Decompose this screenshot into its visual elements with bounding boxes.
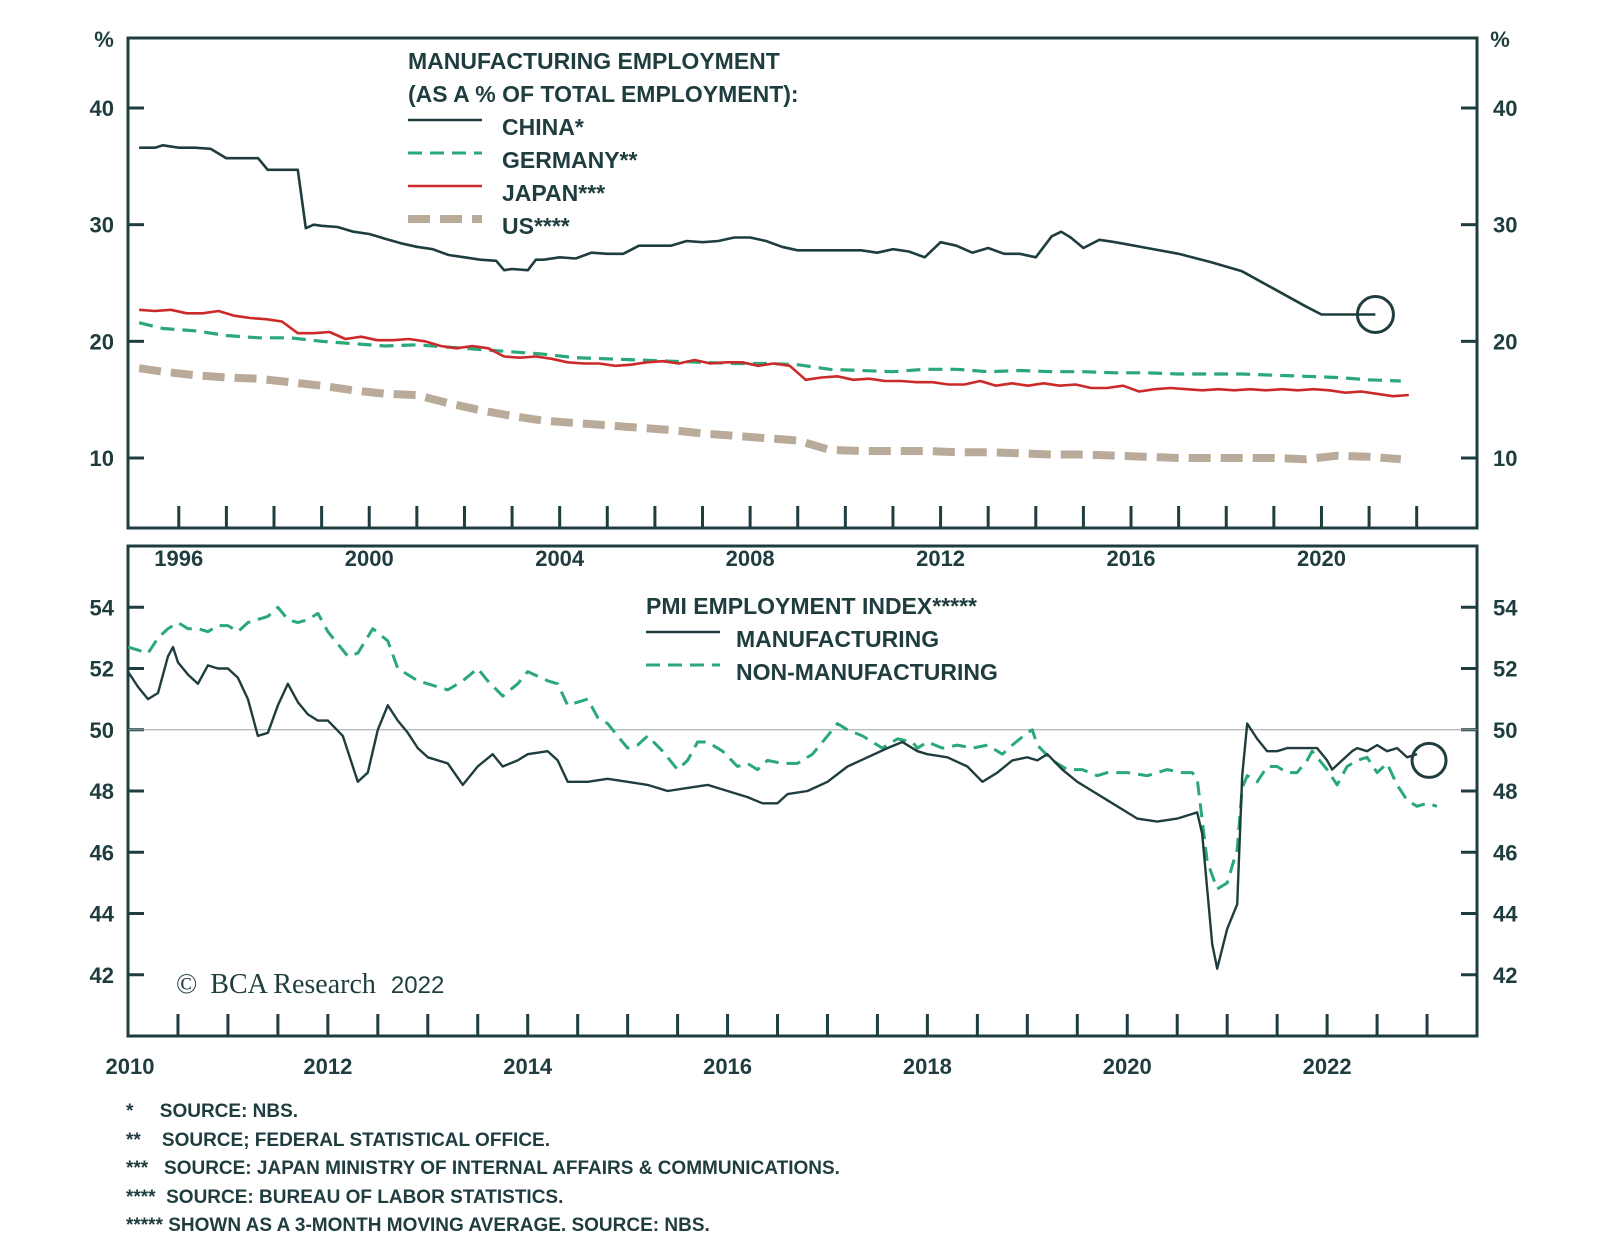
top-series-lines [138, 144, 1409, 464]
copyright-year: 2022 [391, 972, 444, 999]
bottom-x-tick-label: 2022 [1303, 1054, 1352, 1079]
bottom-y-tick-label-right: 52 [1493, 657, 1517, 682]
top-chart-title: MANUFACTURING EMPLOYMENT [408, 48, 780, 74]
bottom-y-tick-label-right: 44 [1493, 902, 1518, 927]
footnote-1: * SOURCE: NBS. [126, 1101, 299, 1122]
bottom-y-tick-label-left: 52 [90, 657, 114, 682]
top-left-unit-label: % [94, 27, 114, 52]
legend-label-us: US**** [502, 213, 570, 239]
legend-label-manufacturing: MANUFACTURING [736, 626, 939, 652]
bottom-axis-ticks: 42 42 44 44 46 46 48 48 50 50 52 52 54 54 2010 2012 2014… [90, 595, 1519, 1079]
bottom-y-tick-label-left: 48 [90, 779, 114, 804]
footnote-3: *** SOURCE: JAPAN MINISTRY OF INTERNAL A… [126, 1158, 840, 1179]
bottom-x-tick-label: 2018 [903, 1054, 952, 1079]
series-line-manufacturing [126, 645, 1418, 970]
footnote-5: ***** SHOWN AS A 3-MONTH MOVING AVERAGE.… [126, 1215, 710, 1236]
top-x-tick-label: 2012 [916, 546, 965, 571]
bottom-y-tick-label-right: 42 [1493, 963, 1517, 988]
top-x-tick-label: 1996 [154, 546, 203, 571]
top-x-tick-label: 2004 [535, 546, 585, 571]
top-x-tick-label: 2000 [345, 546, 394, 571]
bottom-y-tick-label-right: 48 [1493, 779, 1517, 804]
bottom-y-tick-label-right: 50 [1493, 718, 1517, 743]
legend-label-non-manufacturing: NON-MANUFACTURING [736, 659, 998, 685]
top-x-tick-label: 2016 [1107, 546, 1156, 571]
bottom-x-tick-label: 2014 [503, 1054, 553, 1079]
top-y-tick-label-left: 10 [90, 446, 114, 471]
bottom-y-tick-label-left: 44 [90, 902, 115, 927]
bottom-x-tick-label: 2012 [303, 1054, 352, 1079]
footnote-2: ** SOURCE; FEDERAL STATISTICAL OFFICE. [126, 1129, 551, 1151]
top-y-tick-label-right: 40 [1493, 96, 1517, 121]
bottom-y-tick-label-right: 46 [1493, 840, 1517, 865]
bottom-legend: PMI EMPLOYMENT INDEX***** MANUFACTURING … [646, 593, 998, 685]
bottom-series-lines [126, 605, 1448, 970]
copyright-symbol: © [176, 969, 197, 1000]
bottom-y-tick-label-left: 54 [90, 595, 115, 620]
footnotes: * SOURCE: NBS. ** SOURCE; FEDERAL STATIS… [126, 1098, 840, 1241]
series-line-china [139, 144, 1376, 316]
copyright-notice: © BCA Research 2022 [176, 969, 444, 1000]
legend-label-japan: JAPAN*** [502, 180, 605, 206]
bottom-y-tick-label-right: 54 [1493, 595, 1518, 620]
top-y-tick-label-right: 30 [1493, 213, 1517, 238]
top-y-tick-label-left: 40 [90, 96, 114, 121]
top-right-unit-label: % [1490, 27, 1510, 52]
legend-label-germany: GERMANY** [502, 147, 638, 173]
top-x-tick-label: 2008 [726, 546, 775, 571]
series-line-japan [139, 308, 1409, 398]
top-y-tick-label-left: 30 [90, 213, 114, 238]
bottom-chart-title: PMI EMPLOYMENT INDEX***** [646, 593, 977, 619]
svg-text:© BCA Research: © BCA Research 2022 [176, 969, 444, 1000]
bottom-y-tick-label-left: 42 [90, 963, 114, 988]
bottom-panel: 42 42 44 44 46 46 48 48 50 50 52 52 54 54 2010 2012 2014… [90, 544, 1519, 1079]
top-y-tick-label-right: 10 [1493, 446, 1517, 471]
top-y-tick-label-left: 20 [90, 329, 114, 354]
legend-label-china: CHINA* [502, 114, 584, 140]
bottom-x-tick-label: 2010 [106, 1054, 155, 1079]
top-chart-subtitle: (AS A % OF TOTAL EMPLOYMENT): [408, 81, 799, 107]
footnote-4: **** SOURCE: BUREAU OF LABOR STATISTICS. [126, 1186, 564, 1208]
series-line-us [138, 364, 1402, 464]
top-legend: MANUFACTURING EMPLOYMENT (AS A % OF TOTA… [408, 48, 799, 239]
top-highlight-circle [1355, 295, 1395, 334]
bottom-y-tick-label-left: 46 [90, 840, 114, 865]
top-y-tick-label-right: 20 [1493, 329, 1517, 354]
top-x-tick-label: 2020 [1297, 546, 1346, 571]
bottom-y-tick-label-left: 50 [90, 718, 114, 743]
top-plot-frame [126, 36, 1479, 530]
bottom-x-tick-label: 2016 [703, 1054, 752, 1079]
bottom-highlight-circle [1410, 741, 1448, 779]
bottom-x-tick-label: 2020 [1103, 1054, 1152, 1079]
series-line-non-manufacturing [127, 605, 1438, 891]
copyright-brand: BCA Research [210, 969, 376, 1000]
